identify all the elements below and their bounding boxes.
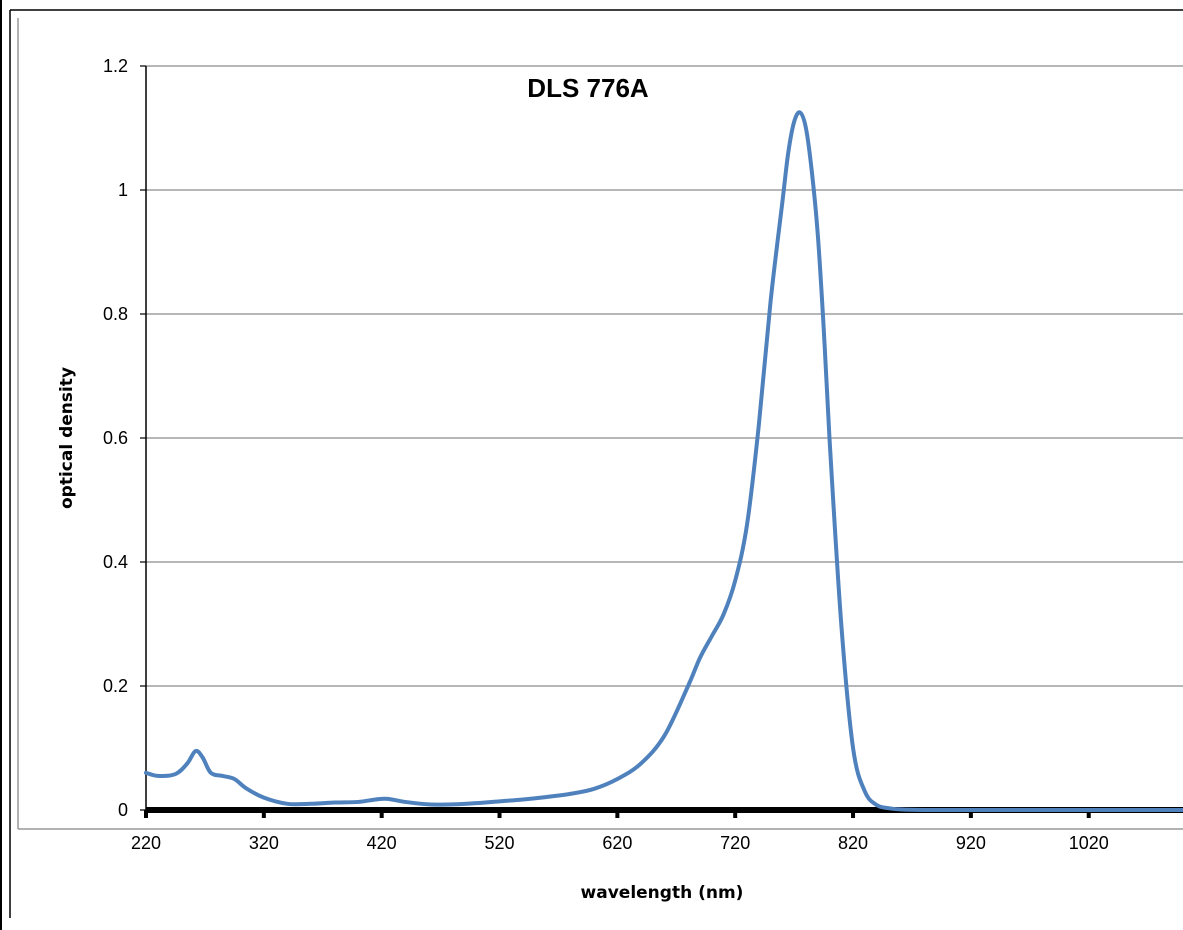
y-axis-title: optical density (57, 367, 77, 509)
y-tick-label: 1.2 (103, 56, 128, 76)
x-tick-label: 820 (838, 833, 868, 853)
x-tick-label: 420 (367, 833, 397, 853)
x-tick-label: 1020 (1069, 833, 1109, 853)
x-axis-title: wavelength (nm) (581, 883, 744, 903)
x-tick-label: 620 (602, 833, 632, 853)
x-tick-label: 220 (131, 833, 161, 853)
x-tick-label: 520 (484, 833, 514, 853)
x-tick-label: 920 (956, 833, 986, 853)
axes (140, 65, 1183, 818)
x-tick-label: 320 (249, 833, 279, 853)
y-tick-label: 0.2 (103, 676, 128, 696)
y-tick-label: 0.6 (103, 428, 128, 448)
series-line (144, 110, 1183, 813)
gridlines (146, 65, 1183, 687)
x-tick-label: 720 (720, 833, 750, 853)
y-tick-label: 0 (118, 800, 128, 820)
y-tick-label: 0.8 (103, 304, 128, 324)
y-tick-label: 0.4 (103, 552, 128, 572)
series-layer (144, 110, 1183, 813)
chart-title: DLS 776A (527, 73, 649, 103)
y-tick-label: 1 (118, 180, 128, 200)
tick-labels: 0 0.2 0.4 0.6 0.8 1 1.2 220 320 420 520 620 720 820 92… (103, 56, 1109, 853)
